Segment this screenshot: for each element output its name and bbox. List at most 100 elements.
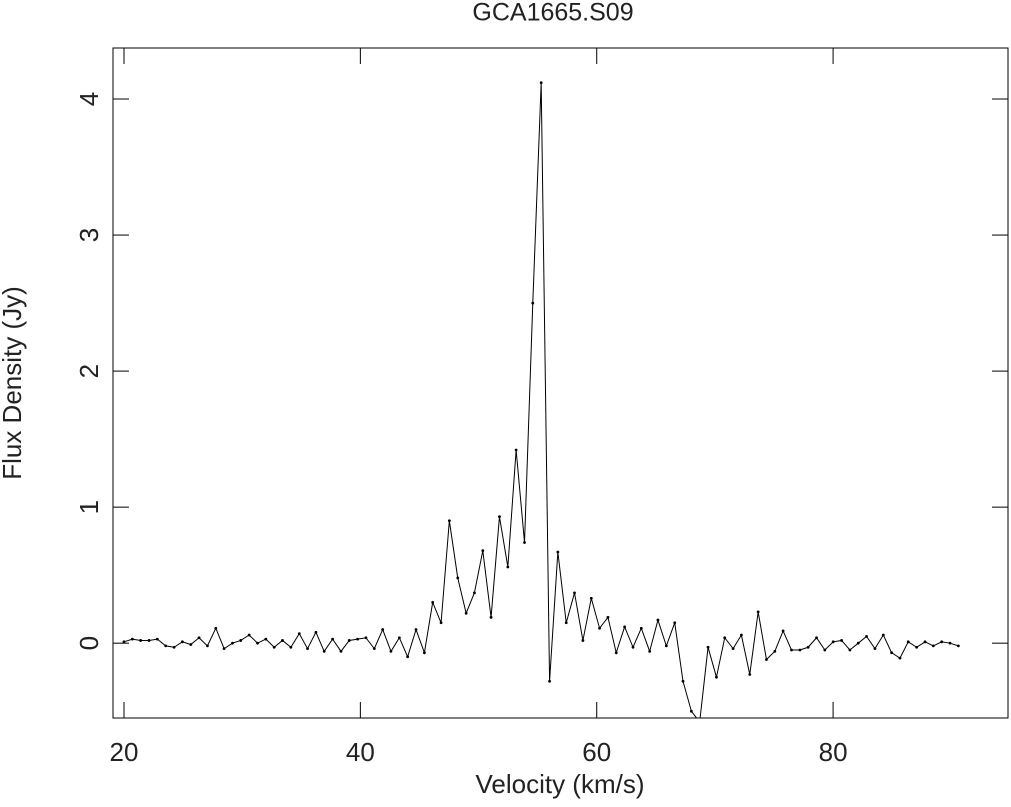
data-point [339,649,343,653]
data-point [731,647,735,651]
data-point [823,648,827,652]
data-point [439,621,443,625]
data-point [664,644,668,648]
data-point [164,644,168,648]
data-point [756,610,760,614]
data-point [155,637,159,641]
data-point [447,519,451,523]
x-tick-label: 20 [110,737,139,767]
data-point [890,651,893,655]
plot-area [122,81,960,724]
data-point [297,632,301,636]
data-point [723,636,727,640]
data-point [765,658,768,661]
data-point [564,621,568,625]
data-point [781,629,785,633]
data-point [940,640,944,644]
x-axis-label: Velocity (km/s) [475,769,644,799]
data-point [406,655,410,659]
data-point [172,645,176,649]
data-point [356,637,360,641]
data-point [130,637,134,641]
data-point [673,621,677,625]
x-tick-label: 80 [819,737,848,767]
data-point [931,644,935,648]
data-point [689,709,693,713]
data-point [239,639,243,642]
data-point [739,633,743,637]
data-point [306,647,309,651]
data-point [573,591,576,595]
data-point [589,596,593,600]
data-point [489,615,493,619]
data-point [948,641,952,645]
data-point [222,647,226,651]
data-point [381,628,385,631]
data-point [423,651,426,655]
data-point [189,643,193,646]
data-point [464,611,468,615]
y-tick-label: 0 [74,636,104,650]
data-point [706,645,710,649]
data-point [623,625,627,629]
data-point [264,637,268,641]
data-point [556,550,560,554]
y-tick-label: 2 [74,364,104,378]
data-point [506,565,510,569]
data-point [314,630,318,634]
data-point [389,649,393,653]
data-point [790,648,793,652]
data-point [956,644,960,648]
data-point [180,640,184,644]
data-point [715,675,718,679]
y-tick-label: 4 [74,92,104,106]
data-point [748,673,752,676]
data-point [197,636,201,640]
data-point [815,636,818,640]
data-point [347,639,351,642]
data-point [539,81,543,85]
data-point [322,649,326,653]
data-point [606,615,610,619]
data-point [881,633,885,637]
chart-title: GCA1665.S09 [472,0,633,27]
data-point [431,600,435,604]
data-point [473,591,476,595]
data-point [331,637,334,641]
x-tick-label: 40 [346,737,375,767]
data-point [364,636,368,640]
data-point [856,641,860,645]
data-point [631,645,635,649]
data-point [915,645,919,649]
data-point [231,641,234,645]
data-point [372,647,376,651]
data-point [397,636,401,640]
data-point [272,645,276,649]
data-point [923,640,927,644]
data-point [798,648,802,652]
data-point [598,626,601,630]
data-point [840,639,843,642]
data-point [456,576,460,580]
y-tick-label: 3 [74,228,104,242]
plot-frame [112,47,1009,719]
data-point [281,639,284,642]
data-point [206,644,209,648]
data-point [214,626,218,630]
data-point [139,639,143,642]
y-tick-label: 1 [74,500,104,514]
data-point [498,515,501,519]
data-point [581,639,585,642]
data-point [256,641,259,645]
data-line [123,82,959,718]
data-point [639,626,643,630]
data-point [481,549,485,553]
data-point [848,648,852,652]
data-point [122,640,126,644]
data-point [698,721,701,724]
data-point [656,618,660,622]
data-point [681,679,685,683]
data-point [898,656,902,660]
data-point [906,640,910,644]
data-point [773,649,777,653]
